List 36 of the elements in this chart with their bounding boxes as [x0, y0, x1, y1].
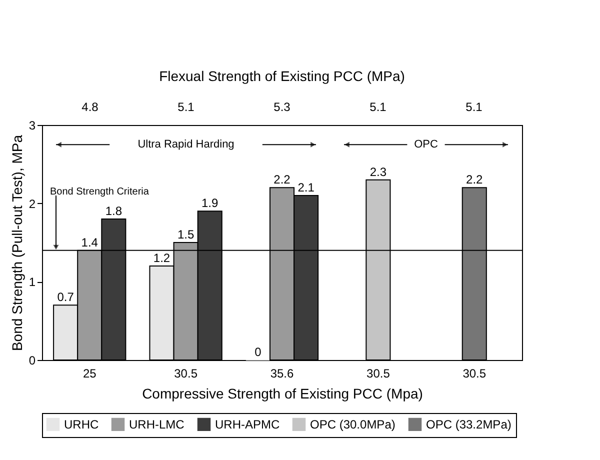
- data-label: 2.1: [298, 180, 315, 194]
- y-tick-label: 2: [28, 196, 36, 211]
- y-tick-label: 1: [28, 275, 36, 290]
- legend-label: URH-APMC: [215, 417, 280, 432]
- legend-label: OPC (30.0MPa): [310, 417, 396, 432]
- x-tick-label: 35.6: [270, 366, 294, 380]
- legend-label: URHC: [64, 417, 99, 432]
- x-tick-label: 25: [82, 366, 97, 380]
- x-tick-label: 30.5: [462, 366, 486, 380]
- data-label: 2.2: [274, 172, 291, 187]
- data-label: 1.9: [202, 196, 219, 210]
- y-axis-title: Bond Strength (Pull-out Test), MPa: [8, 134, 25, 352]
- data-label: 1.2: [153, 251, 170, 265]
- x-tick-label: 30.5: [174, 366, 198, 380]
- x-tick-label: 30.5: [366, 366, 390, 380]
- annotation: OPC: [414, 138, 438, 151]
- data-label: 1.4: [81, 235, 98, 250]
- text: 4.8: [82, 100, 99, 114]
- legend-label: URH-LMC: [129, 417, 185, 432]
- data-label: 0.7: [57, 290, 74, 304]
- data-label: 1.5: [177, 228, 194, 242]
- data-label: 0: [254, 345, 262, 359]
- data-label: 2.2: [466, 172, 484, 187]
- text: 5.1: [178, 100, 195, 114]
- text: 5.1: [466, 100, 483, 114]
- x2-axis-title: Flexual Strength of Existing PCC (MPa): [159, 68, 405, 84]
- legend-label: OPC (33.2MPa): [426, 417, 512, 432]
- annotation: Ultra Rapid Harding: [138, 138, 234, 151]
- text: 5.3: [274, 100, 291, 114]
- y-tick-label: 3: [28, 118, 36, 132]
- text: 5.1: [370, 100, 387, 114]
- y-tick-label: 0: [28, 354, 36, 368]
- ref-line-label: Bond Strength Criteria: [50, 186, 150, 198]
- data-label: 2.3: [370, 164, 387, 179]
- data-label: 1.8: [105, 204, 122, 218]
- x-axis-title: Compressive Strength of Existing PCC (Mpa): [142, 386, 423, 402]
